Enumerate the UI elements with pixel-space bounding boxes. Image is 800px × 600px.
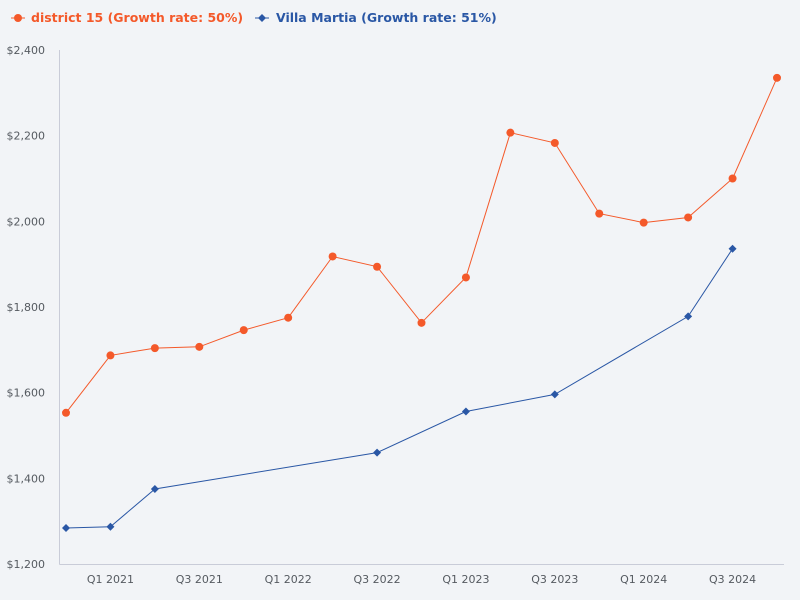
series-line — [65, 248, 734, 529]
y-tick-label: $1,400 — [7, 472, 46, 485]
x-tick-label: Q1 2023 — [442, 573, 489, 586]
x-tick-label: Q3 2024 — [709, 573, 756, 586]
data-point[interactable] — [684, 213, 693, 222]
legend-marker-circle — [14, 14, 22, 22]
x-tick-label: Q1 2024 — [620, 573, 667, 586]
data-point[interactable] — [461, 407, 470, 416]
y-tick-label: $1,600 — [7, 387, 46, 400]
data-point[interactable] — [284, 313, 293, 322]
legend-marker-diamond — [258, 14, 266, 22]
series-1 — [62, 73, 781, 417]
data-point[interactable] — [195, 342, 204, 351]
data-point[interactable] — [773, 73, 781, 82]
data-point[interactable] — [62, 408, 70, 417]
series-line — [65, 77, 778, 414]
legend-label-villa-martia: Villa Martia (Growth rate: 51%) — [276, 10, 497, 25]
y-tick-labels: $1,200 $1,400 $1,600 $1,800 $2,000 $2,200 $2,4… — [7, 44, 46, 571]
data-point[interactable] — [106, 351, 115, 360]
data-point[interactable] — [639, 218, 648, 227]
data-point[interactable] — [461, 273, 470, 282]
data-point[interactable] — [728, 174, 737, 183]
data-point[interactable] — [150, 485, 159, 494]
y-tick-label: $2,200 — [7, 130, 46, 143]
legend-item-district-15[interactable]: district 15 (Growth rate: 50%) — [11, 10, 243, 25]
data-point[interactable] — [62, 524, 70, 533]
data-point[interactable] — [373, 262, 382, 271]
data-point[interactable] — [150, 344, 159, 353]
data-point[interactable] — [106, 522, 115, 531]
y-tick-label: $2,000 — [7, 215, 46, 228]
x-tick-label: Q3 2021 — [176, 573, 223, 586]
y-tick-label: $2,400 — [7, 44, 46, 57]
axes — [59, 50, 784, 565]
y-tick-label: $1,800 — [7, 301, 46, 314]
legend: district 15 (Growth rate: 50%) Villa Mar… — [11, 10, 497, 25]
x-tick-label: Q1 2022 — [265, 573, 312, 586]
series-2 — [62, 244, 737, 533]
data-point[interactable] — [684, 312, 693, 321]
data-point[interactable] — [550, 138, 559, 147]
x-tick-label: Q3 2023 — [531, 573, 578, 586]
data-point[interactable] — [550, 390, 559, 399]
legend-item-villa-martia[interactable]: Villa Martia (Growth rate: 51%) — [255, 10, 497, 25]
data-point[interactable] — [595, 209, 604, 218]
y-tick-label: $1,200 — [7, 558, 46, 571]
data-point[interactable] — [506, 128, 515, 137]
x-tick-label: Q3 2022 — [353, 573, 400, 586]
data-point[interactable] — [328, 252, 337, 261]
data-point[interactable] — [417, 318, 426, 327]
x-tick-labels: Q1 2021 Q3 2021 Q1 2022 Q3 2022 Q1 2023 Q3 20… — [87, 573, 756, 586]
x-tick-label: Q1 2021 — [87, 573, 134, 586]
data-point[interactable] — [373, 448, 382, 457]
data-point[interactable] — [239, 326, 248, 335]
legend-label-district-15: district 15 (Growth rate: 50%) — [31, 10, 243, 25]
data-point[interactable] — [728, 244, 737, 253]
series-layer — [62, 73, 781, 533]
